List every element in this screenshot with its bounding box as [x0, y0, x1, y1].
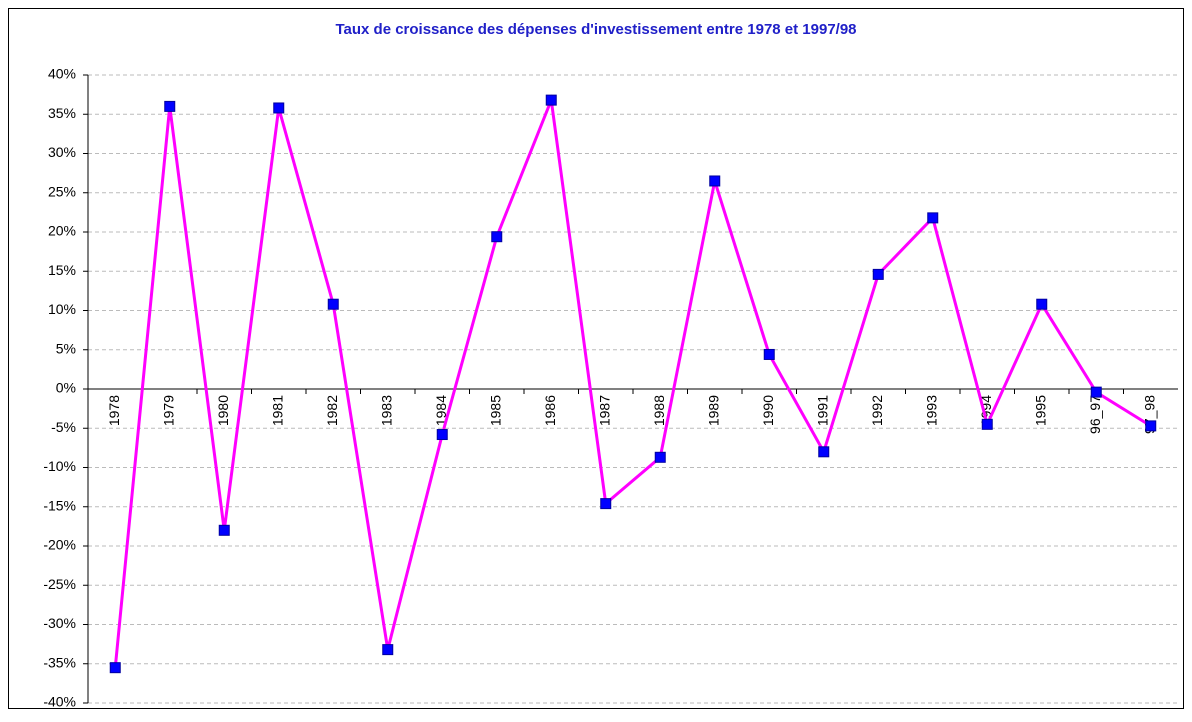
x-tick-label: 1982 — [324, 395, 340, 426]
x-tick-label: 1978 — [106, 395, 122, 426]
marker — [709, 175, 721, 187]
marker — [763, 348, 775, 360]
marker — [273, 102, 285, 114]
x-tick-label: 1995 — [1032, 395, 1048, 426]
chart-title: Taux de croissance des dépenses d'invest… — [335, 21, 856, 38]
marker — [600, 498, 612, 510]
marker — [1145, 420, 1157, 432]
x-tick-label: 1979 — [160, 395, 176, 426]
marker — [109, 662, 121, 674]
x-tick-label: 1981 — [269, 395, 285, 426]
y-tick-label: 0% — [56, 380, 76, 396]
marker — [1090, 386, 1102, 398]
y-tick-label: 10% — [48, 301, 76, 317]
x-tick-label: 1985 — [487, 395, 503, 426]
x-tick-label: 1989 — [705, 395, 721, 426]
marker — [382, 644, 394, 656]
y-tick-label: 15% — [48, 262, 76, 278]
marker — [818, 446, 830, 458]
x-tick-label: 1988 — [651, 395, 667, 426]
x-tick-label: 1980 — [215, 395, 231, 426]
y-tick-label: 40% — [48, 66, 76, 82]
series-line — [113, 94, 1152, 668]
x-tick-label: 1992 — [869, 395, 885, 426]
y-tick-label: 20% — [48, 223, 76, 239]
marker — [218, 524, 230, 536]
x-tick-label: 1990 — [760, 395, 776, 426]
y-tick-label: 35% — [48, 105, 76, 121]
marker — [164, 100, 176, 112]
chart-border — [8, 8, 1184, 709]
marker — [981, 418, 993, 430]
y-tick-label: 5% — [56, 340, 76, 356]
y-tick-label: 25% — [48, 183, 76, 199]
x-tick-label: 96_97 — [1087, 395, 1103, 434]
y-tick-label: 30% — [48, 144, 76, 160]
marker — [491, 231, 503, 243]
marker — [436, 429, 448, 441]
x-tick-label: 1986 — [542, 395, 558, 426]
x-tick-label: 1993 — [923, 395, 939, 426]
x-tick-label: 1984 — [433, 395, 449, 426]
y-tick-label: -20% — [43, 537, 76, 553]
y-tick-label: -10% — [43, 458, 76, 474]
marker — [654, 451, 666, 463]
marker — [327, 298, 339, 310]
y-tick-label: -15% — [43, 497, 76, 513]
x-tick-label: 1987 — [596, 395, 612, 426]
y-tick-label: -30% — [43, 615, 76, 631]
marker — [1036, 298, 1048, 310]
marker — [927, 212, 939, 224]
y-tick-label: -40% — [43, 694, 76, 710]
y-tick-label: -5% — [51, 419, 76, 435]
marker — [872, 268, 884, 280]
x-tick-label: 1991 — [814, 395, 830, 426]
y-tick-label: -25% — [43, 576, 76, 592]
marker — [545, 94, 557, 106]
x-tick-label: 1983 — [378, 395, 394, 426]
y-tick-label: -35% — [43, 654, 76, 670]
